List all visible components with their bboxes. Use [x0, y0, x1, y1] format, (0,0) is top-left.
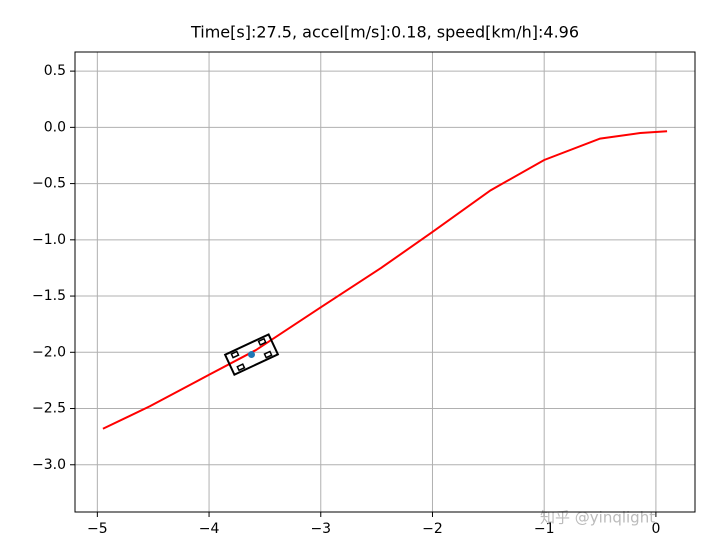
vehicle-wheel: [230, 350, 240, 359]
y-tick-label: 0.5: [44, 63, 66, 79]
x-tick-label: 0: [651, 521, 660, 537]
vehicle-wheel: [236, 363, 246, 372]
y-tick-label: −1.5: [32, 288, 66, 304]
y-tick-label: −0.5: [32, 176, 66, 192]
vehicle-outline: [223, 333, 280, 376]
vehicle-wheel: [263, 350, 273, 359]
vehicle-body: [223, 333, 280, 376]
y-tick-label: −1.0: [32, 232, 66, 248]
axes-frame: [74, 51, 696, 513]
x-tick-label: −2: [422, 521, 443, 537]
y-tick-label: −2.0: [32, 344, 66, 360]
y-tick-label: −2.5: [32, 401, 66, 417]
y-tick-label: 0.0: [44, 119, 66, 135]
vehicle-point: [248, 351, 256, 359]
y-tick-label: −3.0: [32, 457, 66, 473]
chart-title: Time[s]:27.5, accel[m/s]:0.18, speed[km/…: [190, 23, 579, 42]
vehicle-wheel: [257, 337, 267, 346]
watermark: 知乎 @yinqlight: [540, 509, 655, 527]
x-tick-label: −4: [199, 521, 220, 537]
x-tick-label: −5: [87, 521, 108, 537]
x-tick-label: −3: [310, 521, 331, 537]
trajectory-line: [102, 130, 668, 430]
x-tick-label: −1: [534, 521, 555, 537]
